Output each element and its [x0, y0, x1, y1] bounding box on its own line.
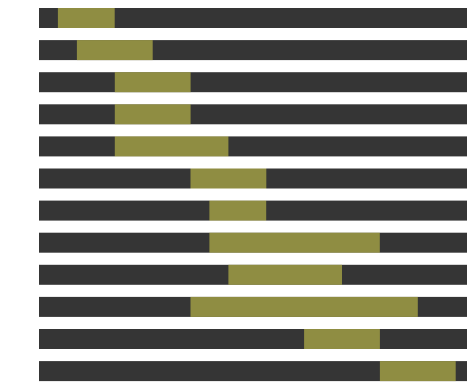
bar-segment-11 [304, 329, 380, 349]
bar-segment-1 [57, 8, 115, 28]
bar-segment-9 [228, 264, 342, 285]
bar-segment-5 [114, 136, 229, 157]
bar-segment-3 [114, 72, 191, 93]
bar-segment-12 [379, 361, 456, 382]
bar-segment-2 [76, 40, 153, 61]
bar-track-12 [39, 361, 467, 382]
bar-segment-4 [114, 104, 191, 125]
bar-track-11 [39, 329, 467, 349]
bar-segment-6 [190, 168, 267, 189]
bar-track-1 [39, 8, 467, 28]
bar-track-5 [39, 136, 467, 157]
bar-track-3 [39, 72, 467, 93]
bar-segment-7 [209, 200, 267, 221]
bar-segment-10 [190, 296, 418, 317]
bar-segment-8 [209, 232, 380, 253]
bar-track-4 [39, 104, 467, 125]
